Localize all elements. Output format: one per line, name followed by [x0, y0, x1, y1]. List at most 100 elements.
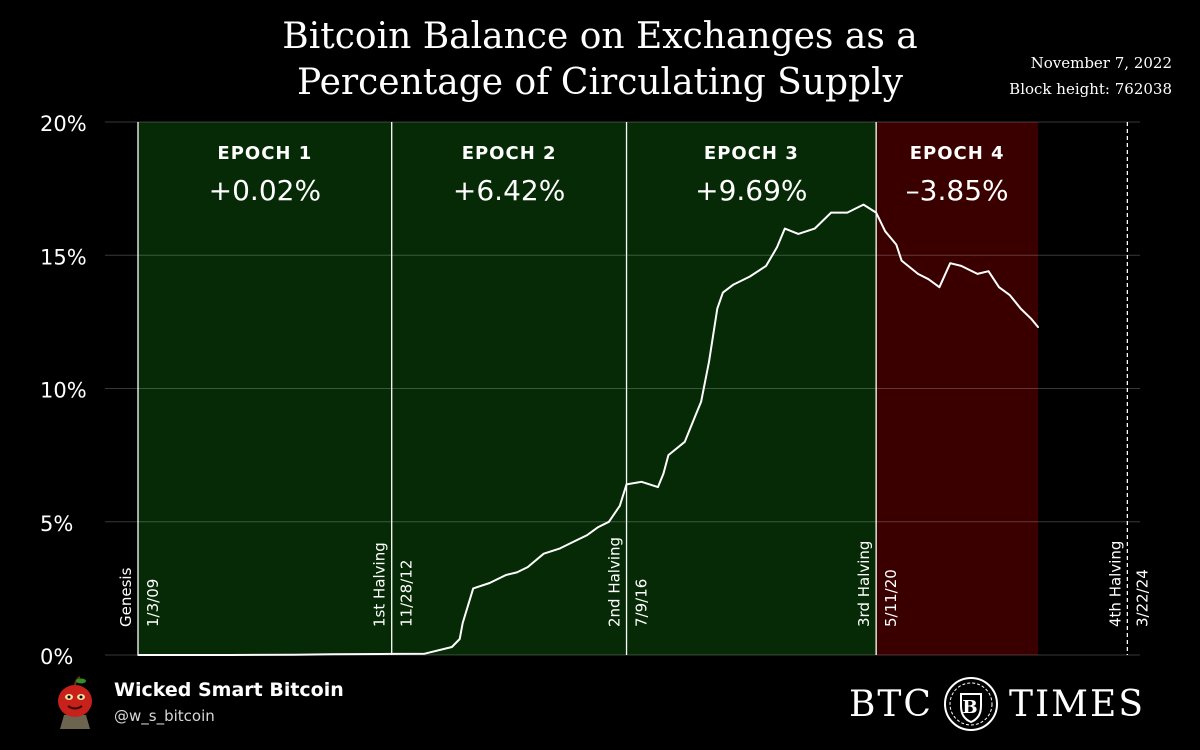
data-point: [875, 211, 877, 214]
data-point: [618, 504, 621, 507]
data-point: [526, 566, 529, 568]
data-point: [575, 539, 578, 542]
data-point: [998, 286, 1000, 289]
epoch-label-3: EPOCH 3: [704, 143, 799, 164]
author-handle: @w_s_bitcoin: [114, 707, 215, 725]
data-point: [472, 587, 475, 590]
brand-right-text: TIMES: [1008, 683, 1145, 725]
epoch-band-4: [876, 122, 1039, 655]
data-point: [776, 246, 778, 249]
data-point: [228, 654, 231, 656]
brand-seal-icon: B: [943, 677, 998, 731]
data-point: [987, 270, 990, 273]
data-point: [458, 638, 461, 640]
y-tick-label: 20%: [40, 112, 87, 136]
data-point: [608, 520, 610, 523]
data-point: [694, 414, 697, 416]
data-point: [683, 441, 686, 443]
data-point: [784, 227, 786, 230]
epoch-label-4: EPOCH 4: [910, 143, 1005, 164]
data-point: [862, 203, 865, 206]
data-point: [597, 526, 600, 528]
data-point: [137, 654, 139, 656]
marker-date-label-5: 3/22/24: [1133, 569, 1151, 627]
svg-text:B: B: [962, 697, 979, 718]
epoch-band-1: [138, 122, 392, 655]
data-point: [559, 547, 561, 550]
data-point: [846, 211, 849, 214]
data-point: [542, 552, 545, 555]
data-point: [900, 259, 903, 262]
epoch-change-1: +0.02%: [209, 174, 321, 207]
data-point: [949, 262, 952, 265]
marker-event-label-3: 2nd Halving: [606, 537, 624, 627]
author-attribution: Wicked Smart Bitcoin @w_s_bitcoin: [50, 672, 344, 732]
marker-event-label-1: Genesis: [117, 567, 135, 627]
data-point: [516, 571, 518, 574]
data-point: [331, 653, 334, 656]
series-line-1: [138, 203, 1039, 656]
data-point: [927, 278, 930, 281]
data-point: [895, 243, 898, 246]
data-point: [662, 472, 665, 475]
data-point: [732, 283, 735, 286]
data-point: [423, 652, 426, 655]
data-point: [657, 486, 659, 488]
data-point: [960, 265, 963, 267]
data-point: [390, 653, 393, 655]
data-point: [716, 307, 719, 310]
epoch-change-3: +9.69%: [695, 174, 807, 207]
date-label: November 7, 2022: [1030, 54, 1172, 72]
epoch-change-4: –3.85%: [906, 174, 1009, 207]
marker-event-label-4: 3rd Halving: [855, 541, 873, 627]
y-tick-label: 15%: [40, 245, 87, 269]
data-point: [293, 653, 296, 656]
marker-event-label-2: 1st Halving: [371, 542, 389, 627]
data-point: [505, 574, 507, 576]
data-point: [722, 291, 724, 294]
epoch-band-2: [391, 122, 627, 655]
marker-date-label-2: 11/28/12: [398, 560, 416, 627]
data-point: [748, 275, 751, 278]
chart-meta: November 7, 2022 Block height: 762038: [1009, 50, 1172, 102]
data-point: [1009, 294, 1011, 297]
data-point: [1037, 326, 1039, 329]
data-point: [625, 483, 628, 486]
data-point: [813, 227, 816, 230]
epoch-label-2: EPOCH 2: [462, 143, 557, 164]
data-point: [765, 265, 767, 267]
marker-date-label-1: 1/3/09: [144, 579, 162, 627]
data-point: [1019, 307, 1022, 310]
epoch-change-2: +6.42%: [453, 174, 565, 207]
data-point: [708, 361, 710, 363]
data-point: [830, 211, 832, 214]
btc-times-logo: BTC B TIMES: [849, 672, 1145, 736]
data-point: [938, 286, 941, 289]
data-point: [451, 646, 453, 648]
avatar-apple-icon: [58, 676, 92, 729]
data-point: [700, 401, 702, 403]
data-point: [917, 273, 919, 275]
data-point: [586, 534, 588, 536]
y-tick-label: 10%: [40, 379, 87, 403]
block-height-label: Block height: 762038: [1009, 80, 1172, 98]
y-tick-label: 5%: [40, 512, 73, 536]
data-point: [884, 230, 887, 233]
data-point: [976, 273, 979, 275]
data-point: [488, 582, 491, 584]
marker-event-label-5: 4th Halving: [1106, 541, 1124, 627]
chart-title: Bitcoin Balance on Exchanges as a Percen…: [0, 14, 1200, 106]
title-line-2: Percentage of Circulating Supply: [297, 62, 903, 103]
epoch-label-1: EPOCH 1: [217, 143, 312, 164]
brand-left-text: BTC: [848, 683, 933, 725]
data-point: [667, 454, 670, 456]
marker-date-label-3: 7/9/16: [633, 579, 651, 627]
author-name: Wicked Smart Bitcoin: [114, 679, 344, 701]
data-point: [1030, 318, 1033, 321]
title-line-1: Bitcoin Balance on Exchanges as a: [282, 16, 918, 57]
marker-date-label-4: 5/11/20: [882, 569, 900, 627]
y-tick-label: 0%: [40, 645, 73, 669]
data-point: [640, 480, 643, 483]
data-point: [797, 233, 800, 235]
